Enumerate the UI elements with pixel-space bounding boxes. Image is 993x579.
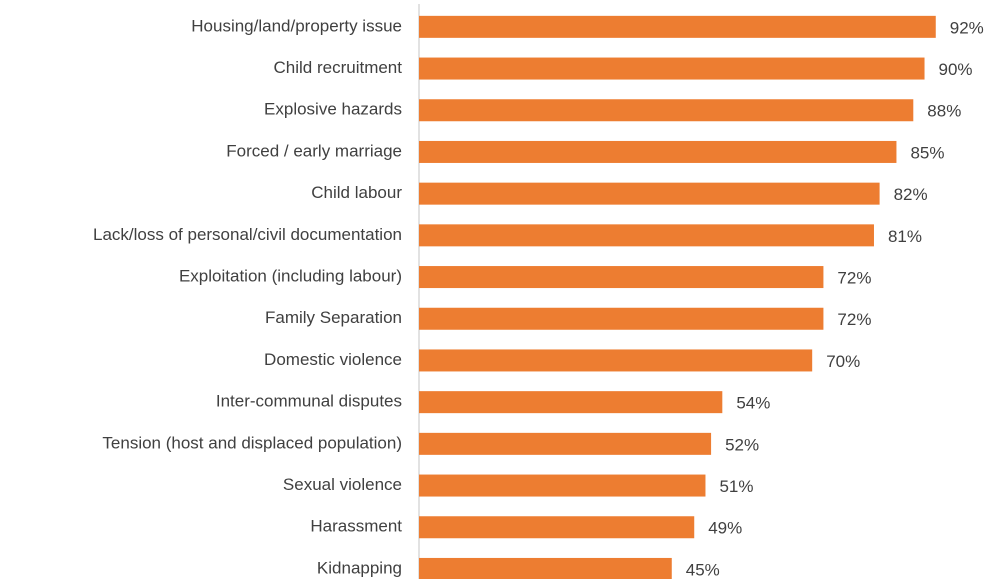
bar xyxy=(419,57,925,80)
category-label: Family Separation xyxy=(265,308,402,327)
value-label: 90% xyxy=(939,60,973,79)
bar xyxy=(419,140,897,163)
category-label: Child recruitment xyxy=(274,58,403,77)
bar xyxy=(419,391,723,414)
value-label: 52% xyxy=(725,435,759,454)
bar xyxy=(419,182,880,205)
bar xyxy=(419,99,914,122)
bar xyxy=(419,224,874,247)
bar xyxy=(419,266,824,289)
value-label: 70% xyxy=(826,352,860,371)
value-label: 54% xyxy=(736,394,770,413)
value-label: 51% xyxy=(719,477,753,496)
value-label: 72% xyxy=(837,269,871,288)
value-label: 81% xyxy=(888,227,922,246)
value-label: 49% xyxy=(708,519,742,538)
bar xyxy=(419,474,706,497)
category-label: Harassment xyxy=(310,517,402,536)
bar xyxy=(419,557,672,579)
category-label: Child labour xyxy=(311,183,402,202)
value-label: 82% xyxy=(894,185,928,204)
category-label: Domestic violence xyxy=(264,350,402,369)
category-label: Explosive hazards xyxy=(264,100,402,119)
bar xyxy=(419,307,824,330)
category-label: Housing/land/property issue xyxy=(191,16,402,35)
category-label: Inter-communal disputes xyxy=(216,392,402,411)
value-label: 92% xyxy=(950,18,984,37)
value-label: 72% xyxy=(837,310,871,329)
value-label: 85% xyxy=(910,143,944,162)
category-label: Sexual violence xyxy=(283,475,402,494)
bar xyxy=(419,349,813,372)
bar xyxy=(419,15,936,38)
category-label: Forced / early marriage xyxy=(226,141,402,160)
value-label: 45% xyxy=(686,560,720,579)
bar xyxy=(419,432,712,455)
category-label: Lack/loss of personal/civil documentatio… xyxy=(93,225,402,244)
category-label: Tension (host and displaced population) xyxy=(102,433,402,452)
value-label: 88% xyxy=(927,102,961,121)
category-label: Kidnapping xyxy=(317,558,402,577)
category-label: Exploitation (including labour) xyxy=(179,267,402,286)
bar xyxy=(419,516,695,539)
